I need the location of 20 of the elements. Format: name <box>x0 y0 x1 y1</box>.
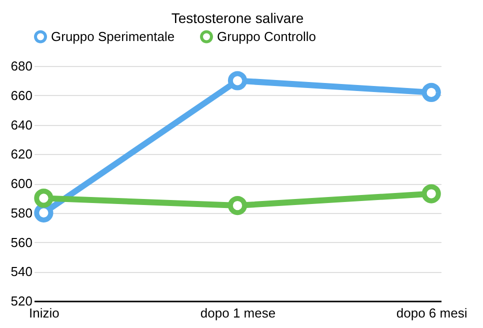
point <box>228 196 248 216</box>
chart-title: Testosterone salivare <box>171 10 304 26</box>
y-tick-label: 600 <box>10 176 32 191</box>
y-tick-label: 540 <box>10 264 32 280</box>
y-tick-label: 560 <box>10 234 32 250</box>
legend-label: Gruppo Controllo <box>217 28 316 44</box>
point <box>34 188 54 208</box>
y-tick-label: 520 <box>10 294 32 308</box>
point <box>422 184 441 204</box>
y-tick-label: 660 <box>10 88 32 103</box>
y-tick-label: 640 <box>10 117 32 132</box>
legend-label: Gruppo Sperimentale <box>51 28 175 44</box>
x-tick-label: dopo 6 mesi <box>396 306 468 320</box>
y-tick-label: 620 <box>10 146 32 162</box>
y-tick-label: 680 <box>10 58 32 74</box>
point <box>228 71 248 90</box>
x-tick-label: Inizio <box>29 306 60 320</box>
x-tick-label: dopo 1 mese <box>200 306 276 320</box>
point <box>422 82 441 102</box>
y-tick-label: 580 <box>10 205 32 220</box>
